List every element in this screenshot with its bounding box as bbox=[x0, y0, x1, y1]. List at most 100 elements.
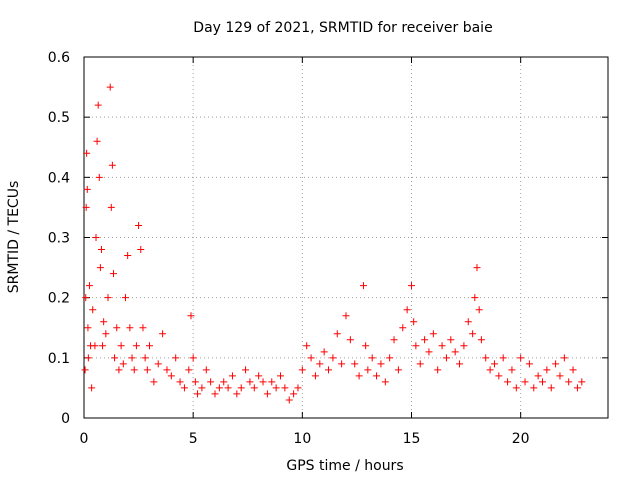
data-point bbox=[135, 221, 143, 229]
data-point bbox=[504, 378, 512, 386]
data-point bbox=[386, 354, 394, 362]
data-point bbox=[83, 149, 91, 157]
data-point bbox=[154, 360, 162, 368]
x-axis-label: GPS time / hours bbox=[286, 458, 403, 474]
data-point bbox=[96, 264, 104, 272]
data-point bbox=[475, 306, 483, 314]
data-point bbox=[307, 354, 315, 362]
data-point bbox=[108, 161, 116, 169]
data-point bbox=[521, 378, 529, 386]
data-point bbox=[373, 372, 381, 380]
data-point bbox=[355, 372, 363, 380]
data-point bbox=[81, 366, 89, 374]
data-point bbox=[434, 366, 442, 374]
data-point bbox=[364, 366, 372, 374]
data-point bbox=[119, 360, 127, 368]
data-point bbox=[150, 378, 158, 386]
data-point bbox=[180, 384, 188, 392]
data-point bbox=[100, 318, 108, 326]
data-point bbox=[390, 336, 398, 344]
data-point bbox=[128, 354, 136, 362]
data-point bbox=[93, 137, 101, 145]
x-tick-label: 15 bbox=[403, 431, 421, 447]
data-points bbox=[81, 83, 586, 404]
y-tick-label: 0.2 bbox=[48, 291, 70, 307]
data-point bbox=[272, 384, 280, 392]
data-point bbox=[539, 378, 546, 386]
data-point bbox=[111, 354, 119, 362]
data-point bbox=[115, 366, 123, 374]
data-point bbox=[303, 342, 311, 350]
data-point bbox=[126, 324, 134, 332]
data-point bbox=[412, 342, 420, 350]
data-point bbox=[351, 360, 359, 368]
data-point bbox=[399, 324, 407, 332]
data-point bbox=[124, 252, 132, 260]
data-point bbox=[91, 342, 99, 350]
data-point bbox=[552, 360, 560, 368]
data-point bbox=[499, 354, 507, 362]
data-point bbox=[569, 366, 577, 374]
data-point bbox=[99, 342, 107, 350]
x-tick-label: 20 bbox=[512, 431, 530, 447]
y-tick-label: 0.6 bbox=[48, 50, 70, 66]
data-point bbox=[143, 366, 151, 374]
data-point bbox=[333, 330, 341, 338]
y-tick-label: 0.4 bbox=[48, 170, 70, 186]
data-point bbox=[464, 318, 472, 326]
data-point bbox=[259, 378, 267, 386]
data-point bbox=[342, 312, 350, 320]
data-point bbox=[517, 354, 525, 362]
data-point bbox=[285, 396, 293, 404]
data-point bbox=[237, 384, 245, 392]
data-point bbox=[106, 83, 114, 91]
data-point bbox=[83, 185, 91, 193]
data-point bbox=[525, 360, 533, 368]
data-point bbox=[117, 342, 125, 350]
data-point bbox=[89, 306, 97, 314]
y-tick-label: 0 bbox=[61, 411, 70, 427]
data-point bbox=[410, 318, 418, 326]
data-point bbox=[543, 366, 551, 374]
data-point bbox=[94, 101, 102, 109]
data-point bbox=[191, 378, 199, 386]
data-point bbox=[471, 294, 479, 302]
data-point bbox=[425, 348, 433, 356]
data-point bbox=[477, 336, 485, 344]
data-point bbox=[508, 366, 516, 374]
data-point bbox=[320, 348, 328, 356]
data-point bbox=[442, 354, 450, 362]
data-point bbox=[187, 312, 195, 320]
data-point bbox=[565, 378, 573, 386]
data-point bbox=[215, 384, 223, 392]
data-point bbox=[359, 282, 367, 290]
data-point bbox=[95, 173, 103, 181]
data-point bbox=[362, 342, 370, 350]
chart-title: Day 129 of 2021, SRMTID for receiver bai… bbox=[193, 20, 492, 36]
data-point bbox=[207, 378, 215, 386]
data-point bbox=[456, 360, 464, 368]
y-tick-label: 0.1 bbox=[48, 351, 70, 367]
data-point bbox=[211, 390, 219, 398]
data-point bbox=[298, 366, 306, 374]
data-point bbox=[102, 330, 110, 338]
data-point bbox=[139, 324, 147, 332]
data-point bbox=[438, 342, 446, 350]
data-point bbox=[281, 384, 289, 392]
data-point bbox=[329, 354, 337, 362]
data-point bbox=[84, 324, 92, 332]
data-point bbox=[255, 372, 263, 380]
data-point bbox=[263, 390, 271, 398]
data-point bbox=[403, 306, 411, 314]
data-point bbox=[294, 384, 302, 392]
data-point bbox=[460, 342, 468, 350]
data-point bbox=[578, 378, 586, 386]
data-point bbox=[202, 366, 210, 374]
data-point bbox=[109, 270, 117, 278]
data-point bbox=[469, 330, 477, 338]
data-point bbox=[121, 294, 129, 302]
data-point bbox=[573, 384, 581, 392]
data-point bbox=[560, 354, 568, 362]
data-point bbox=[167, 372, 175, 380]
